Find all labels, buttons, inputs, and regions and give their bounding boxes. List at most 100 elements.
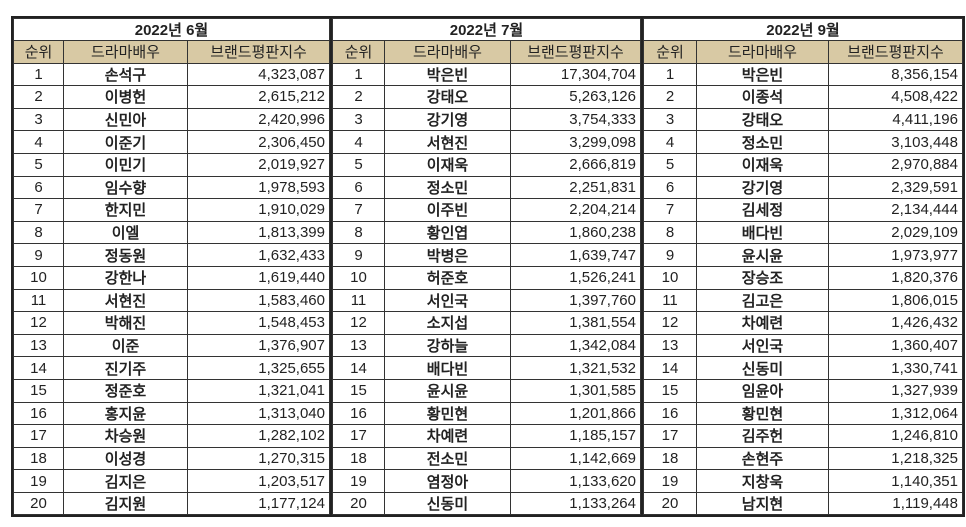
score-cell: 2,019,927 — [187, 152, 330, 177]
score-cell: 2,029,109 — [828, 220, 963, 245]
rank-cell: 7 — [13, 198, 64, 222]
rank-cell: 9 — [13, 243, 64, 267]
actor-name-cell: 이준기 — [63, 130, 188, 154]
score-cell: 1,313,040 — [187, 401, 330, 426]
table-row: 9 박병은 1,639,747 — [332, 243, 641, 267]
actor-name-cell: 김지원 — [63, 491, 188, 516]
score-cell: 1,119,448 — [828, 491, 963, 516]
rank-cell: 11 — [332, 288, 385, 313]
actor-name-cell: 정동원 — [63, 243, 188, 267]
score-cell: 2,134,444 — [828, 198, 963, 222]
table-row: 5 이민기 2,019,927 — [13, 152, 330, 177]
actor-name-cell: 신민아 — [63, 107, 188, 132]
rank-cell: 16 — [332, 401, 385, 426]
table-row: 13 서인국 1,360,407 — [643, 333, 963, 358]
table-row: 15 임윤아 1,327,939 — [643, 378, 963, 403]
actor-name-cell: 전소민 — [384, 446, 511, 471]
actor-name-cell: 배다빈 — [696, 220, 829, 245]
score-cell: 1,327,939 — [828, 378, 963, 403]
rank-cell: 11 — [643, 288, 697, 313]
table-row: 3 신민아 2,420,996 — [13, 107, 330, 132]
score-cell: 17,304,704 — [510, 62, 641, 87]
table-row: 16 황민현 1,201,866 — [332, 401, 641, 426]
rank-cell: 13 — [13, 333, 64, 358]
table-row: 18 이성경 1,270,315 — [13, 446, 330, 471]
actor-header: 드라마배우 — [63, 40, 188, 64]
table-row: 5 이재욱 2,970,884 — [643, 152, 963, 177]
actor-name-cell: 황민현 — [696, 401, 829, 426]
score-cell: 1,813,399 — [187, 220, 330, 245]
rank-cell: 15 — [332, 378, 385, 403]
score-cell: 1,381,554 — [510, 311, 641, 335]
actor-name-cell: 홍지윤 — [63, 401, 188, 426]
rank-header: 순위 — [643, 40, 697, 64]
actor-name-cell: 정준호 — [63, 378, 188, 403]
actor-name-cell: 서현진 — [384, 130, 511, 154]
rank-cell: 20 — [332, 491, 385, 516]
actor-name-cell: 서인국 — [696, 333, 829, 358]
actor-name-cell: 황민현 — [384, 401, 511, 426]
actor-header: 드라마배우 — [384, 40, 511, 64]
table-row: 8 황인엽 1,860,238 — [332, 220, 641, 245]
table-row: 8 배다빈 2,029,109 — [643, 220, 963, 245]
header-row: 순위 드라마배우 브랜드평판지수 — [13, 40, 330, 64]
rank-cell: 14 — [13, 356, 64, 380]
ranking-table: 2022년 7월 순위 드라마배우 브랜드평판지수 1 박은빈 17,304,7… — [332, 18, 641, 516]
score-cell: 4,323,087 — [187, 62, 330, 87]
rank-cell: 4 — [332, 130, 385, 154]
actor-name-cell: 윤시윤 — [384, 378, 511, 403]
actor-name-cell: 이민기 — [63, 152, 188, 177]
table-row: 20 신동미 1,133,264 — [332, 491, 641, 516]
score-header: 브랜드평판지수 — [187, 40, 330, 64]
score-cell: 1,860,238 — [510, 220, 641, 245]
table-row: 1 박은빈 17,304,704 — [332, 62, 641, 87]
table-row: 12 소지섭 1,381,554 — [332, 311, 641, 335]
score-cell: 1,978,593 — [187, 175, 330, 200]
actor-header: 드라마배우 — [696, 40, 829, 64]
score-cell: 1,321,532 — [510, 356, 641, 380]
rank-cell: 19 — [332, 469, 385, 493]
rank-cell: 12 — [332, 311, 385, 335]
score-cell: 1,133,264 — [510, 491, 641, 516]
score-cell: 1,820,376 — [828, 265, 963, 290]
actor-name-cell: 이주빈 — [384, 198, 511, 222]
rank-cell: 19 — [643, 469, 697, 493]
rank-cell: 16 — [13, 401, 64, 426]
score-cell: 2,666,819 — [510, 152, 641, 177]
actor-name-cell: 강하늘 — [384, 333, 511, 358]
rank-cell: 7 — [332, 198, 385, 222]
actor-name-cell: 정소민 — [384, 175, 511, 200]
actor-name-cell: 차예련 — [696, 311, 829, 335]
table-row: 13 강하늘 1,342,084 — [332, 333, 641, 358]
table-row: 2 강태오 5,263,126 — [332, 85, 641, 109]
score-cell: 1,806,015 — [828, 288, 963, 313]
table-row: 6 강기영 2,329,591 — [643, 175, 963, 200]
actor-name-cell: 이병헌 — [63, 85, 188, 109]
rank-cell: 6 — [13, 175, 64, 200]
table-row: 5 이재욱 2,666,819 — [332, 152, 641, 177]
table-row: 16 황민현 1,312,064 — [643, 401, 963, 426]
score-cell: 1,201,866 — [510, 401, 641, 426]
table-row: 4 이준기 2,306,450 — [13, 130, 330, 154]
actor-name-cell: 임윤아 — [696, 378, 829, 403]
table-row: 6 임수향 1,978,593 — [13, 175, 330, 200]
score-cell: 1,426,432 — [828, 311, 963, 335]
actor-name-cell: 이종석 — [696, 85, 829, 109]
table-row: 17 김주헌 1,246,810 — [643, 424, 963, 448]
actor-name-cell: 김주헌 — [696, 424, 829, 448]
rank-cell: 16 — [643, 401, 697, 426]
table-row: 1 박은빈 8,356,154 — [643, 62, 963, 87]
actor-name-cell: 손석구 — [63, 62, 188, 87]
rank-cell: 11 — [13, 288, 64, 313]
table-row: 10 허준호 1,526,241 — [332, 265, 641, 290]
score-cell: 1,376,907 — [187, 333, 330, 358]
rank-cell: 13 — [643, 333, 697, 358]
score-cell: 4,508,422 — [828, 85, 963, 109]
rank-header: 순위 — [332, 40, 385, 64]
rank-cell: 6 — [643, 175, 697, 200]
rank-cell: 1 — [643, 62, 697, 87]
actor-name-cell: 김지은 — [63, 469, 188, 493]
table-row: 14 배다빈 1,321,532 — [332, 356, 641, 380]
table-row: 9 정동원 1,632,433 — [13, 243, 330, 267]
rank-cell: 8 — [332, 220, 385, 245]
